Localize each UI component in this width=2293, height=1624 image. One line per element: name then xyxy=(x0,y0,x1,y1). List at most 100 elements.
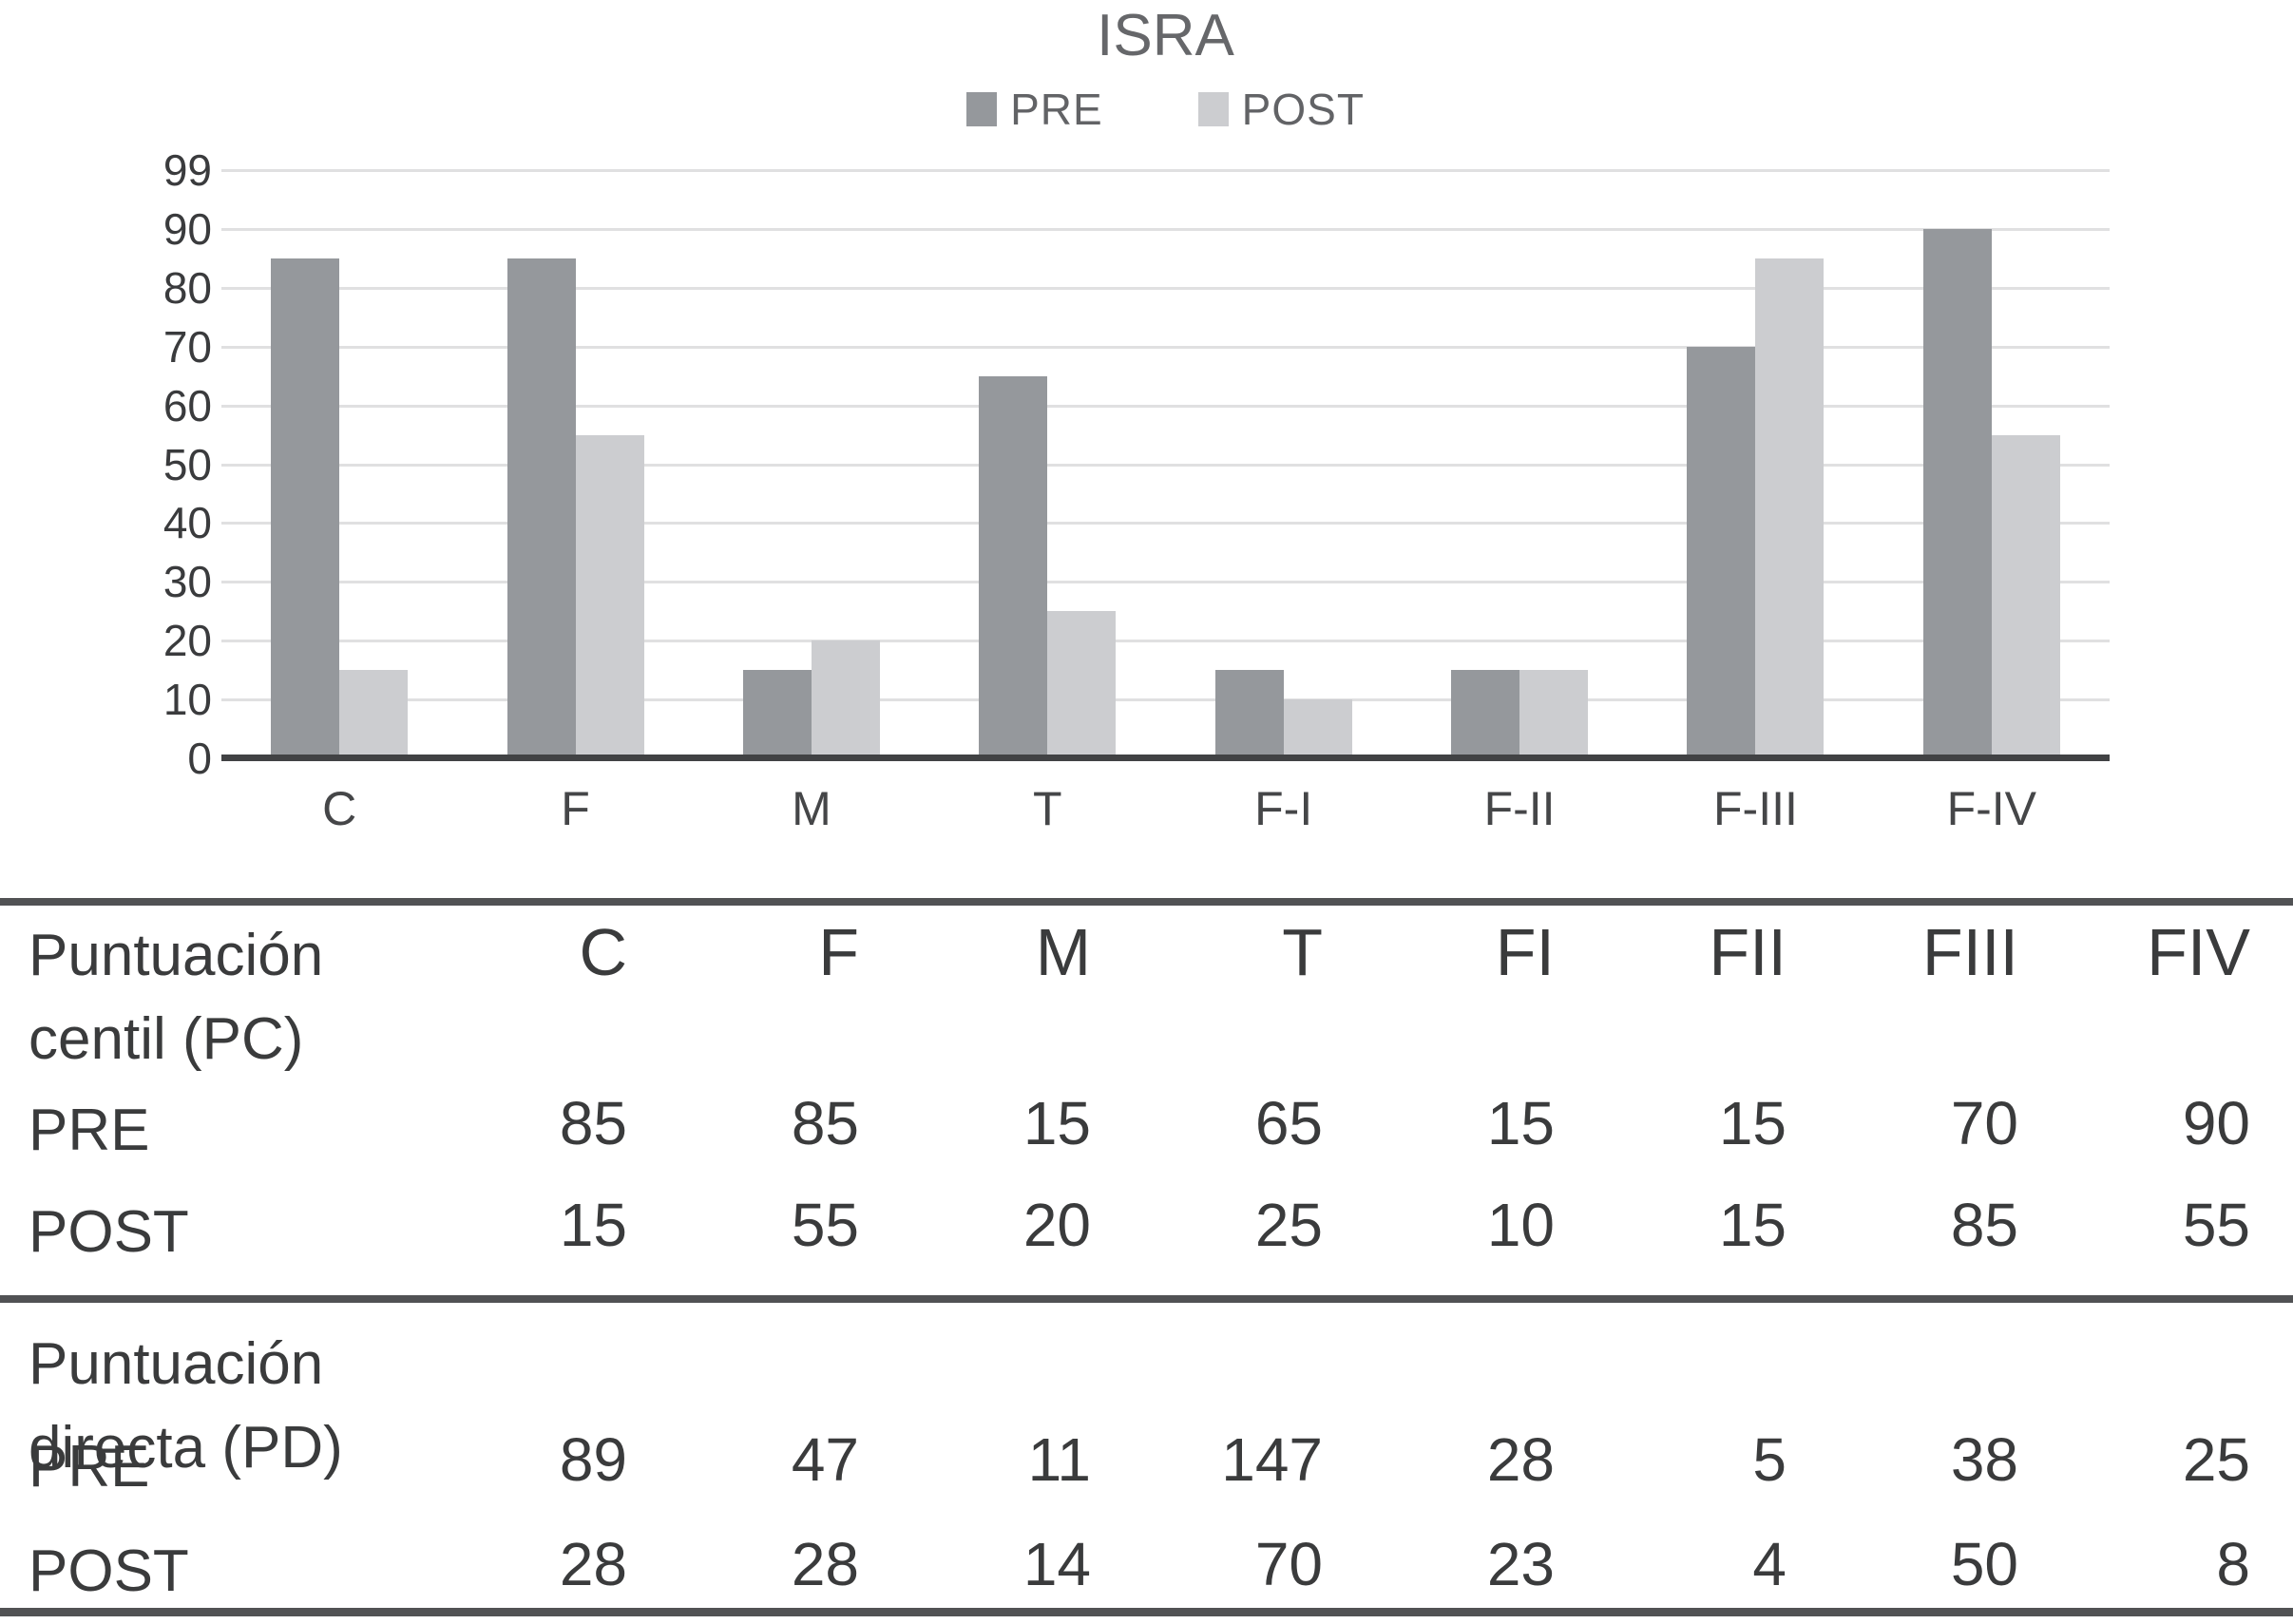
bar-post-M xyxy=(811,640,880,758)
y-tick-label: 30 xyxy=(162,557,212,607)
value-cell: 15 xyxy=(559,1191,627,1259)
value-cell: 55 xyxy=(2182,1191,2250,1259)
value-cell: 38 xyxy=(1950,1425,2018,1494)
y-tick-label: 40 xyxy=(162,498,212,548)
bar-pre-F-IV xyxy=(1922,228,1992,758)
value-cell: 89 xyxy=(559,1425,627,1494)
gridline xyxy=(221,227,2110,231)
column-header: C xyxy=(579,915,627,989)
bar-pre-F xyxy=(506,258,576,758)
gridline xyxy=(221,345,2110,349)
legend-post-swatch-icon xyxy=(1197,92,1229,126)
x-tick-label: F-I xyxy=(1254,782,1313,835)
value-cell: 47 xyxy=(791,1425,859,1494)
bar-pre-F-II xyxy=(1451,670,1520,758)
column-header: F xyxy=(818,915,859,989)
value-cell: 147 xyxy=(1221,1425,1323,1494)
bar-post-F-I xyxy=(1283,699,1352,758)
y-tick-label: 20 xyxy=(162,616,212,666)
value-cell: 10 xyxy=(1486,1191,1555,1259)
value-cell: 8 xyxy=(2216,1530,2250,1598)
value-cell: 50 xyxy=(1950,1530,2018,1598)
bar-pre-F-III xyxy=(1687,346,1756,758)
bar-post-F xyxy=(575,434,644,758)
bar-post-C xyxy=(339,670,409,758)
legend-item-post: POST xyxy=(1197,84,1365,135)
chart-title: ISRA xyxy=(1097,3,1234,68)
gridline xyxy=(221,404,2110,408)
x-tick-label: F-IV xyxy=(1946,782,2037,835)
table-rule xyxy=(0,898,2293,906)
gridline xyxy=(221,286,2110,290)
row-label: Puntuación directa (PD) xyxy=(29,1331,343,1481)
column-header: FII xyxy=(1709,915,1787,989)
x-axis-line xyxy=(221,755,2110,761)
value-cell: 65 xyxy=(1254,1089,1323,1157)
bar-pre-F-I xyxy=(1214,670,1284,758)
value-cell: 5 xyxy=(1752,1425,1787,1494)
y-tick-label: 90 xyxy=(162,203,212,254)
table-rule xyxy=(0,1295,2293,1303)
legend-item-pre: PRE xyxy=(966,84,1103,135)
value-cell: 15 xyxy=(1718,1089,1787,1157)
value-cell: 90 xyxy=(2182,1089,2250,1157)
table-row: Puntuación directa (PD) xyxy=(0,1323,2293,1490)
y-tick-label: 60 xyxy=(162,380,212,430)
value-cell: 15 xyxy=(1718,1191,1787,1259)
bar-pre-M xyxy=(742,670,812,758)
value-cell: 55 xyxy=(791,1191,859,1259)
column-header: FI xyxy=(1495,915,1555,989)
gridline xyxy=(221,698,2110,702)
legend-pre-swatch-icon xyxy=(966,92,998,126)
bar-post-F-III xyxy=(1755,258,1825,758)
value-cell: 15 xyxy=(1486,1089,1555,1157)
bar-post-T xyxy=(1047,611,1117,758)
table-header-row: Puntuación centil (PC) C F M T FI FII FIII FIV xyxy=(0,914,2293,1081)
table-row: PRE 85 85 15 65 15 15 70 90 xyxy=(0,1089,2293,1173)
x-tick-label: T xyxy=(1033,782,1062,835)
bar-post-F-II xyxy=(1519,670,1589,758)
value-cell: 28 xyxy=(791,1530,859,1598)
value-cell: 25 xyxy=(1254,1191,1323,1259)
row-label: Puntuación centil (PC) xyxy=(29,923,324,1072)
row-label: POST xyxy=(29,1538,189,1604)
value-cell: 70 xyxy=(1254,1530,1323,1598)
value-cell: 14 xyxy=(1022,1530,1091,1598)
row-label: PRE xyxy=(29,1434,150,1500)
bar-post-F-IV xyxy=(1991,434,2060,758)
y-tick-label: 99 xyxy=(162,145,212,195)
x-tick-label: F-III xyxy=(1713,782,1798,835)
x-tick-label: F xyxy=(561,782,590,835)
value-cell: 23 xyxy=(1486,1530,1555,1598)
value-cell: 85 xyxy=(1950,1191,2018,1259)
value-cell: 70 xyxy=(1950,1089,2018,1157)
gridline xyxy=(221,640,2110,643)
y-tick-label: 10 xyxy=(162,675,212,725)
value-cell: 25 xyxy=(2182,1425,2250,1494)
legend-pre-label: PRE xyxy=(1010,85,1103,134)
value-cell: 28 xyxy=(559,1530,627,1598)
value-cell: 85 xyxy=(559,1089,627,1157)
y-tick-label: 0 xyxy=(187,734,212,783)
y-tick-label: 70 xyxy=(162,321,212,372)
value-cell: 11 xyxy=(1027,1425,1091,1494)
gridline xyxy=(221,522,2110,525)
plot-area xyxy=(221,169,2110,761)
table-rule xyxy=(0,1608,2293,1616)
x-tick-label: F-II xyxy=(1483,782,1556,835)
x-tick-label: M xyxy=(792,782,831,835)
bar-pre-C xyxy=(271,258,340,758)
value-cell: 4 xyxy=(1752,1530,1787,1598)
value-cell: 15 xyxy=(1022,1089,1091,1157)
table-row: POST 15 55 20 25 10 15 85 55 xyxy=(0,1191,2293,1274)
table-row: POST 28 28 14 70 23 4 50 8 xyxy=(0,1530,2293,1614)
chart-legend: PRE POST xyxy=(221,84,2110,135)
row-label: PRE xyxy=(29,1098,150,1163)
bar-pre-T xyxy=(979,375,1048,758)
value-cell: 85 xyxy=(791,1089,859,1157)
value-cell: 28 xyxy=(1486,1425,1555,1494)
gridline xyxy=(221,169,2110,172)
gridline xyxy=(221,581,2110,584)
table-row: PRE 89 47 11 147 28 5 38 25 xyxy=(0,1425,2293,1509)
